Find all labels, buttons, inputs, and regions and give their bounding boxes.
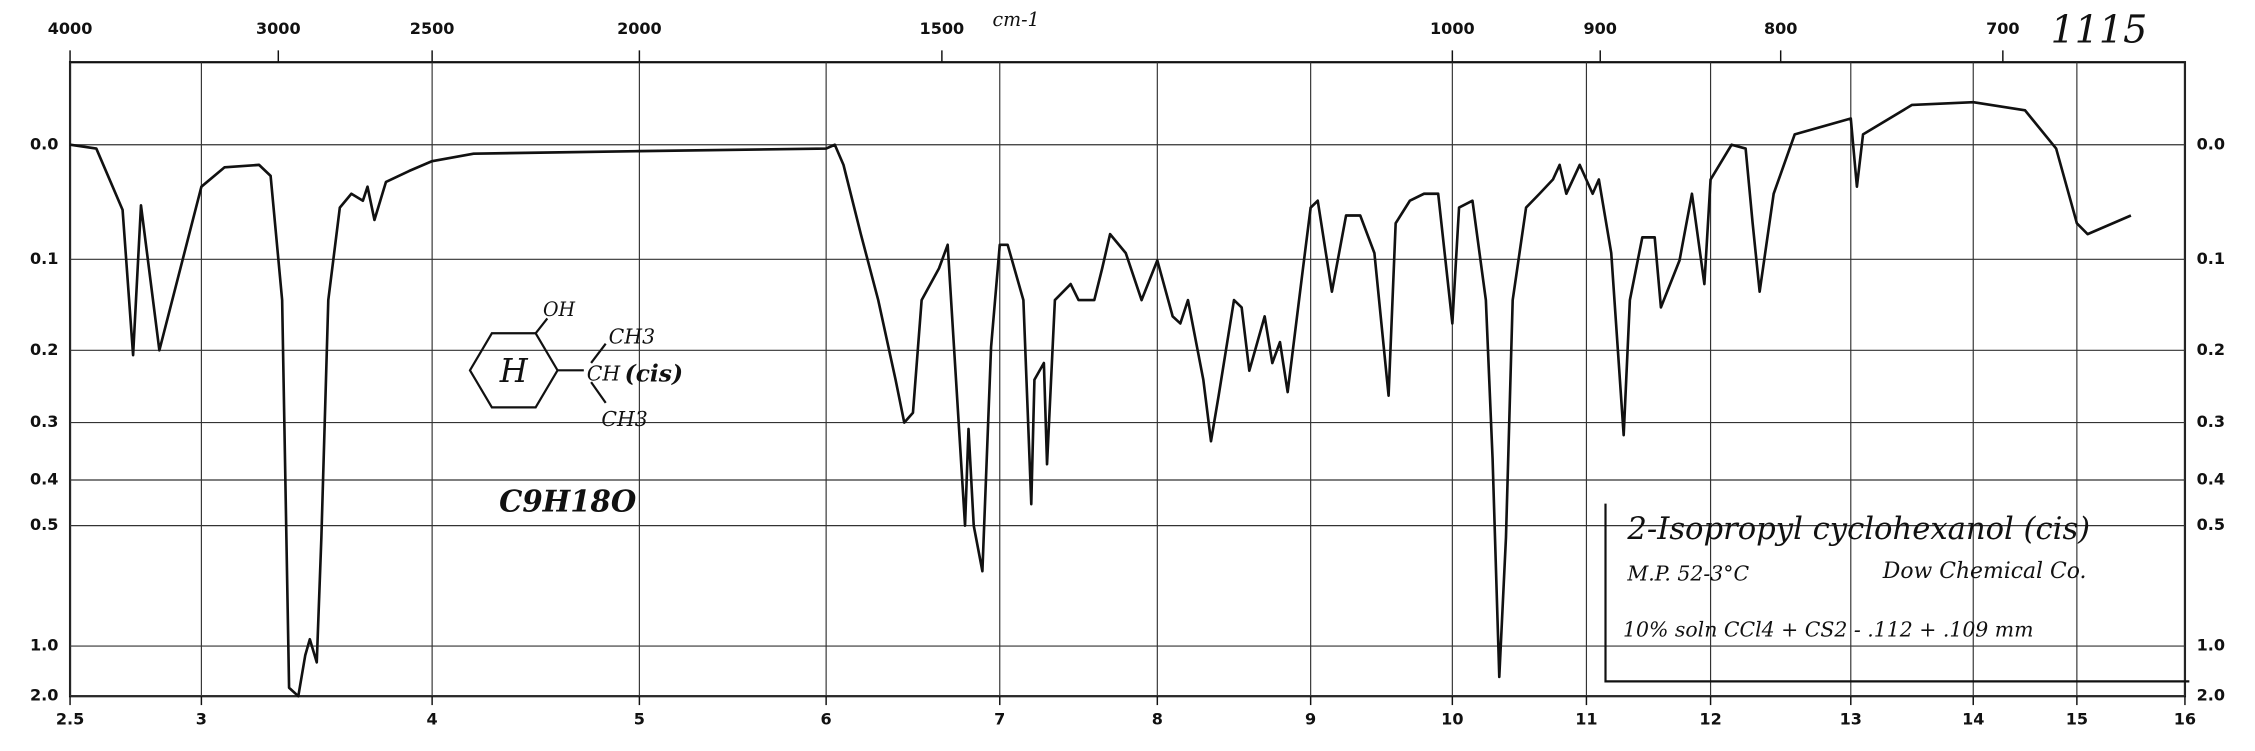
x-tick-label: 8 [1152,709,1163,728]
y-tick-label: 0.2 [2197,340,2225,359]
x2-tick-label: 900 [1583,19,1616,38]
y-tick-label: 0.5 [2197,515,2225,534]
x2-tick-label: 4000 [48,19,93,38]
y-tick-label: 0.0 [30,134,58,153]
annotation: 1115 [2051,8,2148,52]
y-tick-label: 2.0 [30,686,58,705]
structure-label: CH3 [609,324,655,348]
structure-label: CH [587,361,621,385]
x-tick-label: 16 [2174,709,2196,728]
structure-drawing [468,317,2190,683]
x-tick-label: 12 [1699,709,1721,728]
x2-tick-label: 3000 [256,19,301,38]
x-tick-label: 14 [1962,709,1984,728]
x2-tick-label: 1000 [1430,19,1475,38]
y-tick-label: 1.0 [2197,635,2225,654]
y-tick-label: 0.1 [30,249,58,268]
x-tick-label: 2.5 [56,709,84,728]
structure-label: H [499,352,529,390]
y-tick-label: 0.3 [2197,412,2225,431]
x-tick-label: 7 [994,709,1005,728]
x-tick-label: 9 [1305,709,1316,728]
x-tick-label: 5 [634,709,645,728]
x-tick-label: 3 [196,709,207,728]
x-tick-label: 11 [1575,709,1597,728]
x2-tick-label: 800 [1764,19,1797,38]
annotation: 10% soln CCl4 + CS2 - .112 + .109 mm [1623,617,2034,641]
chart-title: 2-Isopropyl cyclohexanol (cis) [1626,511,2090,547]
spectrum-line [69,100,2132,698]
x2-tick-label: 1500 [920,19,965,38]
x-tick-label: 4 [427,709,438,728]
y-tick-label: 0.1 [2197,249,2225,268]
x-tick-label: 13 [1840,709,1862,728]
annotation: M.P. 52-3°C [1626,561,1749,585]
y-tick-label: 0.4 [30,469,58,488]
x2-tick-label: 2500 [410,19,455,38]
x-tick-label: 10 [1441,709,1463,728]
x2-tick-label: 2000 [617,19,662,38]
y-tick-label: 0.3 [30,412,58,431]
x2-axis-label: cm-1 [992,8,1039,31]
x2-tick-label: 700 [1986,19,2019,38]
y-tick-label: 0.0 [2197,134,2225,153]
y-tick-label: 0.4 [2197,469,2225,488]
y-tick-label: 1.0 [30,635,58,654]
annotation: Dow Chemical Co. [1882,559,2087,584]
y-tick-label: 0.2 [30,340,58,359]
structure-label: CH3 [601,407,647,431]
x-tick-label: 6 [821,709,832,728]
y-tick-label: 0.5 [30,515,58,534]
formula: C9H18O [499,483,636,518]
y-tick-label: 2.0 [2197,686,2225,705]
structure-label: (cis) [625,359,683,387]
structure-label: OH [543,298,575,321]
x-tick-label: 15 [2066,709,2088,728]
